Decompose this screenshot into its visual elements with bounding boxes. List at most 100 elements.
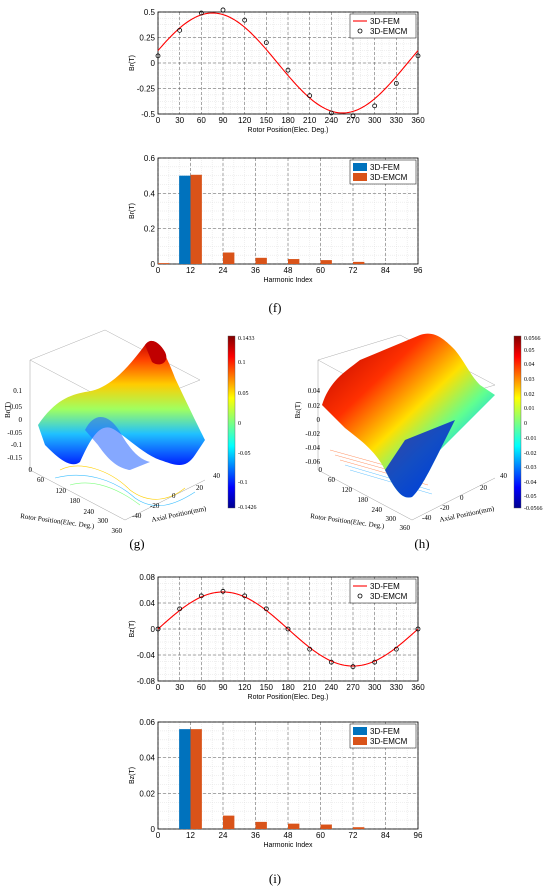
x-axis-label: Harmonic Index bbox=[263, 842, 313, 849]
bar-3d-emcm bbox=[288, 259, 300, 264]
x-tick-label: 60 bbox=[197, 116, 206, 125]
g-ytick-1: 20 bbox=[196, 484, 204, 492]
h-ytick-2: 0 bbox=[460, 494, 464, 502]
series-3d-emcm-marker bbox=[263, 606, 269, 612]
y-tick-label: 0 bbox=[151, 260, 156, 269]
series-3d-emcm-marker bbox=[350, 113, 356, 119]
series-3d-emcm-marker bbox=[372, 659, 378, 665]
series-3d-emcm-marker bbox=[285, 626, 291, 632]
x-tick-label: 360 bbox=[411, 683, 425, 692]
g-y-axis-line bbox=[124, 479, 206, 521]
y-axis-label: Bz(T) bbox=[129, 767, 136, 784]
x-tick-label: 12 bbox=[186, 266, 195, 275]
g-cb-tick-4: -0.1 bbox=[238, 480, 248, 486]
x-tick-label: 60 bbox=[316, 831, 325, 840]
x-axis-label: Harmonic Index bbox=[263, 277, 313, 284]
h-xtick-1: 60 bbox=[328, 476, 336, 484]
h-cb-tick-7: -0.02 bbox=[524, 451, 537, 457]
h-xtick-0: 0 bbox=[319, 466, 323, 474]
x-tick-label: 36 bbox=[251, 831, 260, 840]
h-y-axis-line bbox=[411, 477, 496, 521]
bar-3d-emcm bbox=[223, 252, 235, 264]
g-xtick-3: 180 bbox=[70, 497, 81, 505]
g-colorbar: 0.1433 0.1 0.05 0 -0.05 -0.1 -0.1426 bbox=[227, 335, 257, 511]
y-tick-label: 0 bbox=[151, 625, 156, 634]
g-ztick-2: 0 bbox=[19, 416, 23, 424]
bar-3d-emcm bbox=[190, 729, 202, 829]
h-xtick-5: 300 bbox=[386, 515, 397, 523]
g-ztick-1: 0.05 bbox=[10, 403, 23, 411]
x-tick-label: 90 bbox=[219, 683, 228, 692]
x-tick-label: 96 bbox=[414, 266, 423, 275]
x-tick-label: 120 bbox=[238, 116, 252, 125]
chart-g-surface bbox=[29, 329, 206, 521]
legend-emcm-label: 3D-EMCM bbox=[370, 173, 408, 182]
g-ytick-2: 0 bbox=[172, 492, 176, 500]
g-ytick-4: -40 bbox=[132, 512, 142, 520]
y-tick-label: -0.5 bbox=[141, 110, 155, 119]
panel-label-h: (h) bbox=[414, 536, 429, 551]
legend-fem-label: 3D-FEM bbox=[370, 582, 400, 591]
y-tick-label: 0.6 bbox=[144, 154, 156, 163]
x-tick-label: 150 bbox=[260, 683, 274, 692]
series-3d-emcm-marker bbox=[393, 646, 399, 652]
legend-fem-swatch bbox=[353, 727, 367, 735]
bar-3d-emcm bbox=[320, 824, 332, 829]
h-colorbar-bar bbox=[513, 335, 522, 509]
y-tick-label: -0.25 bbox=[137, 85, 156, 94]
x-tick-label: 120 bbox=[238, 683, 252, 692]
h-ztick-5: -0.06 bbox=[305, 458, 320, 466]
h-cb-tick-1: 0.04 bbox=[524, 362, 535, 368]
x-tick-label: 150 bbox=[260, 116, 274, 125]
y-tick-label: 0.06 bbox=[139, 718, 155, 727]
x-tick-label: 180 bbox=[281, 116, 295, 125]
chart-f-bottom: 0 12 24 36 48 60 72 84 96 0 0.2 0.4 0.6 Harmonic Inde… bbox=[129, 154, 423, 284]
h-ztick-2: 0 bbox=[317, 416, 321, 424]
h-xtick-4: 240 bbox=[372, 506, 383, 514]
bar-3d-emcm bbox=[190, 174, 202, 264]
x-tick-label: 24 bbox=[219, 266, 228, 275]
g-cb-min: -0.1426 bbox=[238, 505, 257, 511]
bar-3d-emcm bbox=[288, 823, 300, 829]
legend-emcm-swatch bbox=[353, 173, 367, 181]
series-3d-emcm-marker bbox=[198, 593, 204, 599]
series-3d-emcm-marker bbox=[198, 10, 204, 16]
x-tick-label: 360 bbox=[411, 116, 425, 125]
x-tick-label: 210 bbox=[303, 683, 317, 692]
x-axis-label: Rotor Position(Elec. Deg.) bbox=[248, 694, 329, 701]
g-surface-trough bbox=[85, 417, 150, 470]
h-ytick-0: 40 bbox=[500, 472, 508, 480]
x-tick-label: 270 bbox=[346, 683, 360, 692]
h-cb-max: 0.0566 bbox=[524, 336, 541, 342]
y-tick-label: 0.2 bbox=[144, 225, 156, 234]
chart-i-bottom: 0 12 24 36 48 60 72 84 96 0 0.02 0.04 0.06 Harmonic I… bbox=[129, 718, 423, 849]
h-surface bbox=[322, 333, 495, 498]
h-xtick-2: 120 bbox=[342, 486, 353, 494]
legend-fem-label: 3D-FEM bbox=[370, 17, 400, 26]
g-ytick-3: -20 bbox=[150, 502, 160, 510]
bar-3d-emcm bbox=[353, 261, 365, 264]
panel-label-f: (f) bbox=[269, 300, 282, 315]
y-tick-label: 0.04 bbox=[139, 599, 155, 608]
x-tick-label: 210 bbox=[303, 116, 317, 125]
h-ztick-4: -0.04 bbox=[305, 444, 320, 452]
x-tick-label: 72 bbox=[349, 266, 358, 275]
g-cb-tick-0: 0.1 bbox=[238, 360, 246, 366]
h-surface-trough bbox=[385, 420, 455, 498]
series-3d-emcm-marker bbox=[307, 646, 313, 652]
series-3d-emcm-marker bbox=[177, 27, 183, 33]
x-tick-label: 0 bbox=[156, 266, 161, 275]
series-3d-emcm-marker bbox=[285, 67, 291, 73]
x-tick-label: 72 bbox=[349, 831, 358, 840]
series-3d-emcm-marker bbox=[155, 626, 161, 632]
h-ytick-1: 20 bbox=[480, 484, 488, 492]
x-tick-label: 0 bbox=[156, 116, 161, 125]
chart-h-surface bbox=[317, 333, 496, 521]
g-cb-tick-2: 0 bbox=[238, 421, 241, 427]
g-xtick-2: 120 bbox=[56, 487, 67, 495]
bar-3d-fem bbox=[179, 729, 191, 829]
bar-3d-emcm bbox=[255, 821, 267, 829]
y-tick-label: 0.04 bbox=[139, 754, 155, 763]
legend-emcm-label: 3D-EMCM bbox=[370, 592, 408, 601]
series-3d-emcm-marker bbox=[307, 93, 313, 99]
